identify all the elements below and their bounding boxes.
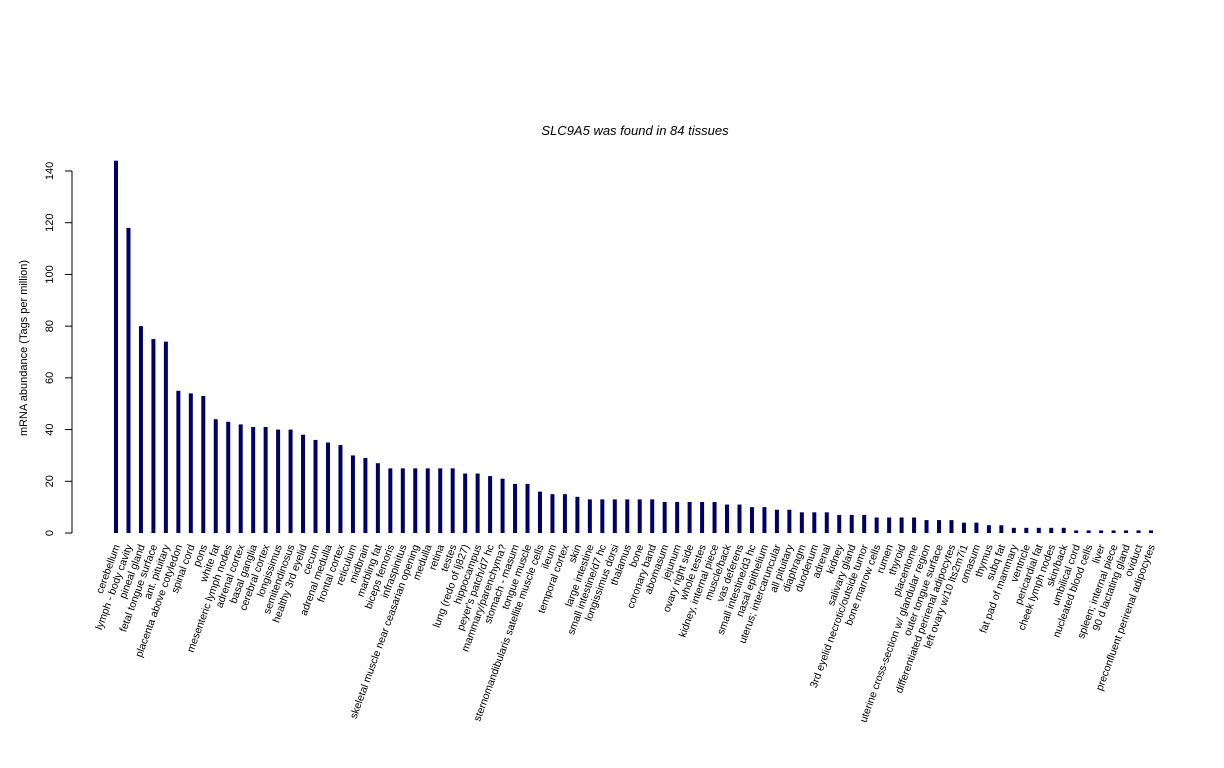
bar <box>1124 530 1129 533</box>
bar <box>1149 530 1153 533</box>
bar <box>537 491 542 533</box>
bar <box>612 499 617 533</box>
bar <box>662 501 667 533</box>
bar <box>999 525 1004 533</box>
bar <box>637 499 642 533</box>
bar <box>363 458 368 533</box>
bar <box>288 429 293 533</box>
bar <box>1049 527 1054 533</box>
bar <box>138 326 143 533</box>
bar <box>961 522 966 533</box>
bar <box>725 504 730 533</box>
bar <box>550 494 555 533</box>
bar <box>400 468 405 533</box>
bar <box>188 393 193 533</box>
y-tick-label: 20 <box>44 475 56 487</box>
y-tick-label: 60 <box>44 372 56 384</box>
bar <box>774 509 779 533</box>
y-tick-label: 40 <box>44 423 56 435</box>
bar <box>762 507 767 533</box>
bar <box>587 499 592 533</box>
bar <box>500 478 505 533</box>
bar <box>226 421 231 533</box>
bar <box>163 341 168 533</box>
bar <box>263 426 268 533</box>
bar <box>114 160 118 533</box>
bar <box>625 499 630 533</box>
bar <box>650 499 655 533</box>
bar <box>238 424 243 533</box>
bar <box>600 499 605 533</box>
bar <box>1024 527 1029 533</box>
bar <box>887 517 892 533</box>
bar <box>463 473 468 533</box>
bar <box>1061 527 1066 533</box>
bar <box>513 483 518 533</box>
bar <box>413 468 418 533</box>
bar <box>687 501 692 533</box>
bar <box>812 512 817 533</box>
bar <box>475 473 480 533</box>
bar <box>350 455 355 533</box>
bar <box>151 339 156 533</box>
bar <box>974 522 979 533</box>
bar <box>874 517 879 533</box>
bar <box>251 426 256 533</box>
bar <box>176 390 181 533</box>
bar <box>1099 530 1104 533</box>
bar <box>1074 530 1079 533</box>
bar <box>912 517 917 533</box>
bar <box>700 501 705 533</box>
bar <box>575 496 580 533</box>
bar <box>201 395 206 533</box>
bar <box>1011 527 1016 533</box>
bar <box>325 442 330 533</box>
bar <box>1086 530 1091 533</box>
bar <box>388 468 393 533</box>
bar <box>126 227 131 533</box>
y-tick-label: 100 <box>44 265 56 283</box>
bar <box>425 468 430 533</box>
bar-series <box>114 160 1153 533</box>
bar <box>837 514 842 533</box>
bar <box>849 514 854 533</box>
bar <box>862 514 867 533</box>
bar <box>450 468 455 533</box>
bar <box>937 520 942 533</box>
bar <box>899 517 904 533</box>
bar <box>276 429 281 533</box>
bar <box>562 494 567 533</box>
bar <box>1111 530 1116 533</box>
bar <box>787 509 792 533</box>
bar <box>438 468 443 533</box>
y-tick-label: 0 <box>44 530 56 536</box>
bar <box>338 445 343 533</box>
y-tick-label: 80 <box>44 320 56 332</box>
bar <box>799 512 804 533</box>
bar <box>1036 527 1041 533</box>
bar <box>737 504 742 533</box>
bar <box>301 434 306 533</box>
bar <box>712 501 717 533</box>
bar <box>525 483 530 533</box>
chart-title: SLC9A5 was found in 84 tissues <box>541 123 729 138</box>
bar <box>313 439 318 533</box>
bar <box>949 520 954 533</box>
bar <box>213 419 218 533</box>
y-tick-label: 140 <box>44 162 56 180</box>
bar <box>1136 530 1141 533</box>
y-tick-label: 120 <box>44 214 56 232</box>
bar <box>488 476 493 533</box>
bar <box>924 520 929 533</box>
bar <box>986 525 991 533</box>
y-axis: 0 20 40 60 80 100 120 140 <box>44 162 73 536</box>
y-axis-label: mRNA abundance (Tags per million) <box>18 260 30 436</box>
bar <box>675 501 680 533</box>
bar <box>375 463 380 533</box>
bar <box>824 512 829 533</box>
bar <box>749 507 754 533</box>
